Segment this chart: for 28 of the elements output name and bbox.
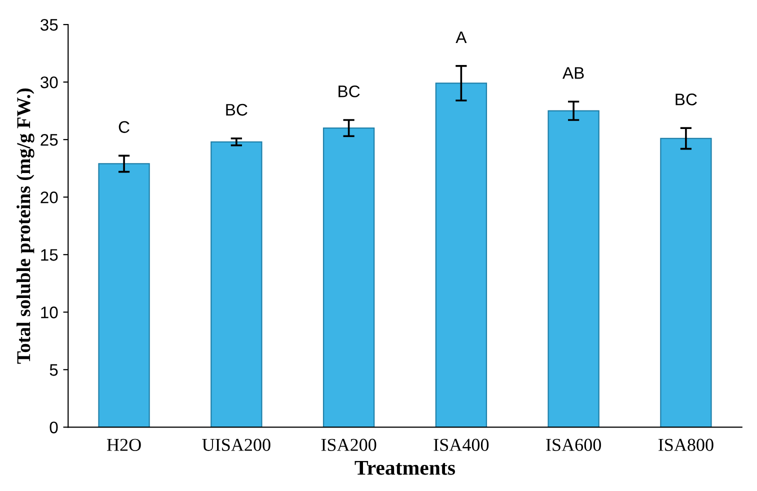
y-tick-label: 15	[41, 249, 58, 261]
annotation: AB	[562, 67, 584, 79]
x-tick-label: ISA600	[546, 438, 601, 451]
annotation: C	[118, 121, 130, 133]
x-tick-label: ISA800	[658, 438, 714, 451]
y-tick-label: 30	[40, 76, 58, 88]
bar	[548, 110, 600, 428]
annotation: BC	[226, 104, 248, 116]
annotation: A	[456, 32, 467, 44]
y-axis-title: Total soluble proteins (mg/g FW.)	[16, 88, 34, 364]
y-tick-label: 0	[50, 422, 58, 434]
y-tick-label: 20	[40, 192, 58, 204]
x-tick-label: ISA200	[321, 438, 376, 451]
bar	[210, 141, 262, 428]
y-tick-label: 10	[41, 306, 58, 318]
y-tick-label: 35	[40, 18, 58, 31]
annotation: BC	[338, 85, 360, 98]
y-tick-label: 25	[40, 134, 58, 146]
bar	[660, 138, 712, 428]
x-tick-label: H2O	[107, 438, 141, 451]
bar	[435, 82, 488, 428]
x-axis-title: Treatments	[354, 461, 456, 475]
bar	[98, 163, 150, 428]
annotation: BC	[676, 94, 697, 106]
x-tick-label: ISA400	[434, 438, 489, 451]
bar	[322, 128, 375, 428]
x-tick-label: UISA200	[202, 438, 270, 451]
y-tick-label: 5	[50, 364, 58, 376]
